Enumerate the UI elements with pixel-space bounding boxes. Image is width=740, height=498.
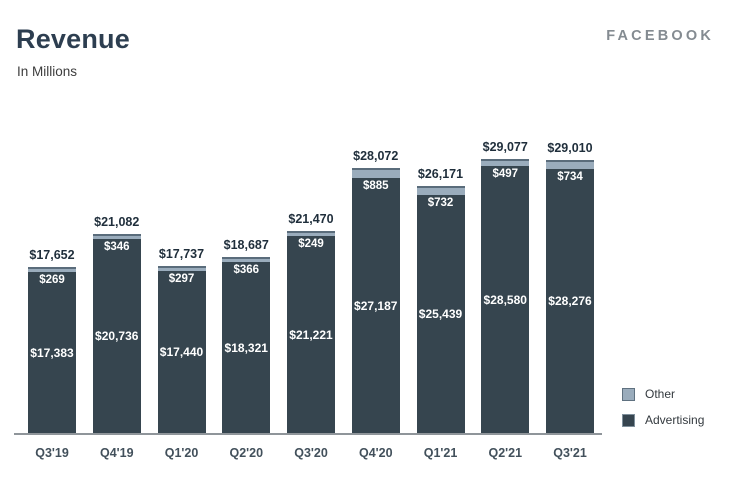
bar-segment-advertising: $20,736 <box>92 239 141 433</box>
bar-segment-other <box>481 159 530 166</box>
bar-segment-advertising: $28,580 <box>481 166 530 433</box>
advertising-value-label: $25,439 <box>418 307 463 321</box>
total-value-label: $29,010 <box>547 141 593 155</box>
total-value-label: $21,082 <box>94 215 140 229</box>
total-value-label: $29,077 <box>482 140 528 154</box>
bar-segment-advertising: $17,440 <box>157 271 206 433</box>
bar-segment-other <box>546 160 594 169</box>
bar-segment-advertising: $28,276 <box>546 169 594 433</box>
advertising-value-label: $20,736 <box>95 329 139 343</box>
total-value-label: $26,171 <box>417 167 464 181</box>
bar-slot-Q1'21: $26,171 Q1'21 $25,439 $732 <box>416 133 465 460</box>
legend-item-advertising: Advertising <box>622 413 704 427</box>
bar-slot-Q2'20: $18,687 Q2'20 $18,321 $366 <box>222 133 271 460</box>
total-value-label: $17,737 <box>158 247 205 261</box>
other-value-label: $732 <box>427 197 454 209</box>
bar-segment-advertising: $17,383 <box>28 272 76 433</box>
bar-segment-advertising: $18,321 <box>222 262 271 433</box>
bar-chart: $17,652 Q3'19 $17,383 $269 $21,082 Q4'19 $20,7… <box>28 133 594 460</box>
other-value-label: $346 <box>103 241 130 253</box>
x-axis-label: Q2'20 <box>229 446 264 460</box>
other-value-label: $366 <box>233 264 260 276</box>
bar-segment-other <box>351 168 400 178</box>
x-axis-label: Q2'21 <box>488 446 523 460</box>
bar-Q3'19: $17,383 $269 <box>28 267 76 433</box>
x-axis-label: Q1'20 <box>164 446 199 460</box>
bar-slot-Q4'20: $28,072 Q4'20 $27,187 $885 <box>351 133 400 460</box>
bar-segment-other <box>222 257 271 262</box>
other-value-label: $297 <box>168 273 195 285</box>
advertising-value-label: $28,276 <box>548 294 592 308</box>
other-value-label: $249 <box>298 238 324 250</box>
bar-Q1'20: $17,440 $297 <box>157 266 206 433</box>
advertising-value-label: $28,580 <box>483 292 527 307</box>
x-axis-label: Q1'21 <box>423 446 458 460</box>
total-value-label: $28,072 <box>353 149 399 163</box>
bar-Q3'20: $21,221 $249 <box>287 231 335 433</box>
legend-item-other: Other <box>622 387 704 401</box>
advertising-value-label: $27,187 <box>354 298 398 313</box>
bar-segment-advertising: $21,221 <box>287 236 335 433</box>
bar-Q4'20: $27,187 $885 <box>351 168 400 433</box>
bar-Q4'19: $20,736 $346 <box>92 234 141 433</box>
x-axis-label: Q4'20 <box>358 446 393 460</box>
advertising-value-label: $17,383 <box>30 345 74 360</box>
chart-legend: Other Advertising <box>622 387 704 439</box>
bar-slot-Q4'19: $21,082 Q4'19 $20,736 $346 <box>92 133 141 460</box>
legend-swatch-other <box>622 387 635 401</box>
bar-slot-Q2'21: $29,077 Q2'21 $28,580 $497 <box>481 133 530 460</box>
x-axis-line <box>14 433 602 435</box>
bar-segment-other <box>157 266 206 271</box>
advertising-value-label: $17,440 <box>159 345 204 359</box>
total-value-label: $21,470 <box>288 212 334 226</box>
page-title: Revenue <box>16 24 130 54</box>
legend-label-other: Other <box>645 387 676 401</box>
legend-swatch-advertising <box>622 413 635 427</box>
bar-Q3'21: $28,276 $734 <box>546 160 594 433</box>
bar-segment-other <box>416 186 465 195</box>
bar-slot-Q1'20: $17,737 Q1'20 $17,440 $297 <box>157 133 206 460</box>
advertising-value-label: $21,221 <box>289 327 333 342</box>
bar-slot-Q3'21: $29,010 Q3'21 $28,276 $734 <box>546 133 594 460</box>
legend-label-advertising: Advertising <box>645 413 705 427</box>
bar-segment-other <box>28 267 76 272</box>
x-axis-label: Q3'19 <box>35 446 69 460</box>
bar-segment-other <box>287 231 335 236</box>
x-axis-label: Q3'21 <box>553 446 587 460</box>
bar-segment-advertising: $27,187 <box>351 178 400 433</box>
bar-Q1'21: $25,439 $732 <box>416 186 465 433</box>
x-axis-label: Q3'20 <box>294 446 328 460</box>
bar-Q2'21: $28,580 $497 <box>481 159 530 433</box>
other-value-label: $497 <box>492 168 519 180</box>
bar-Q2'20: $18,321 $366 <box>222 257 271 433</box>
other-value-label: $269 <box>39 274 65 286</box>
bar-segment-advertising: $25,439 <box>416 195 465 433</box>
x-axis-label: Q4'19 <box>99 446 134 460</box>
other-value-label: $734 <box>557 171 583 183</box>
bar-slot-Q3'19: $17,652 Q3'19 $17,383 $269 <box>28 133 76 460</box>
bar-slot-Q3'20: $21,470 Q3'20 $21,221 $249 <box>287 133 335 460</box>
other-value-label: $885 <box>362 180 389 192</box>
bar-segment-other <box>92 234 141 239</box>
total-value-label: $18,687 <box>223 238 269 252</box>
advertising-value-label: $18,321 <box>224 340 268 355</box>
facebook-wordmark-logo: FACEBOOK <box>606 28 714 44</box>
page-subtitle: In Millions <box>17 64 78 79</box>
total-value-label: $17,652 <box>29 248 75 262</box>
